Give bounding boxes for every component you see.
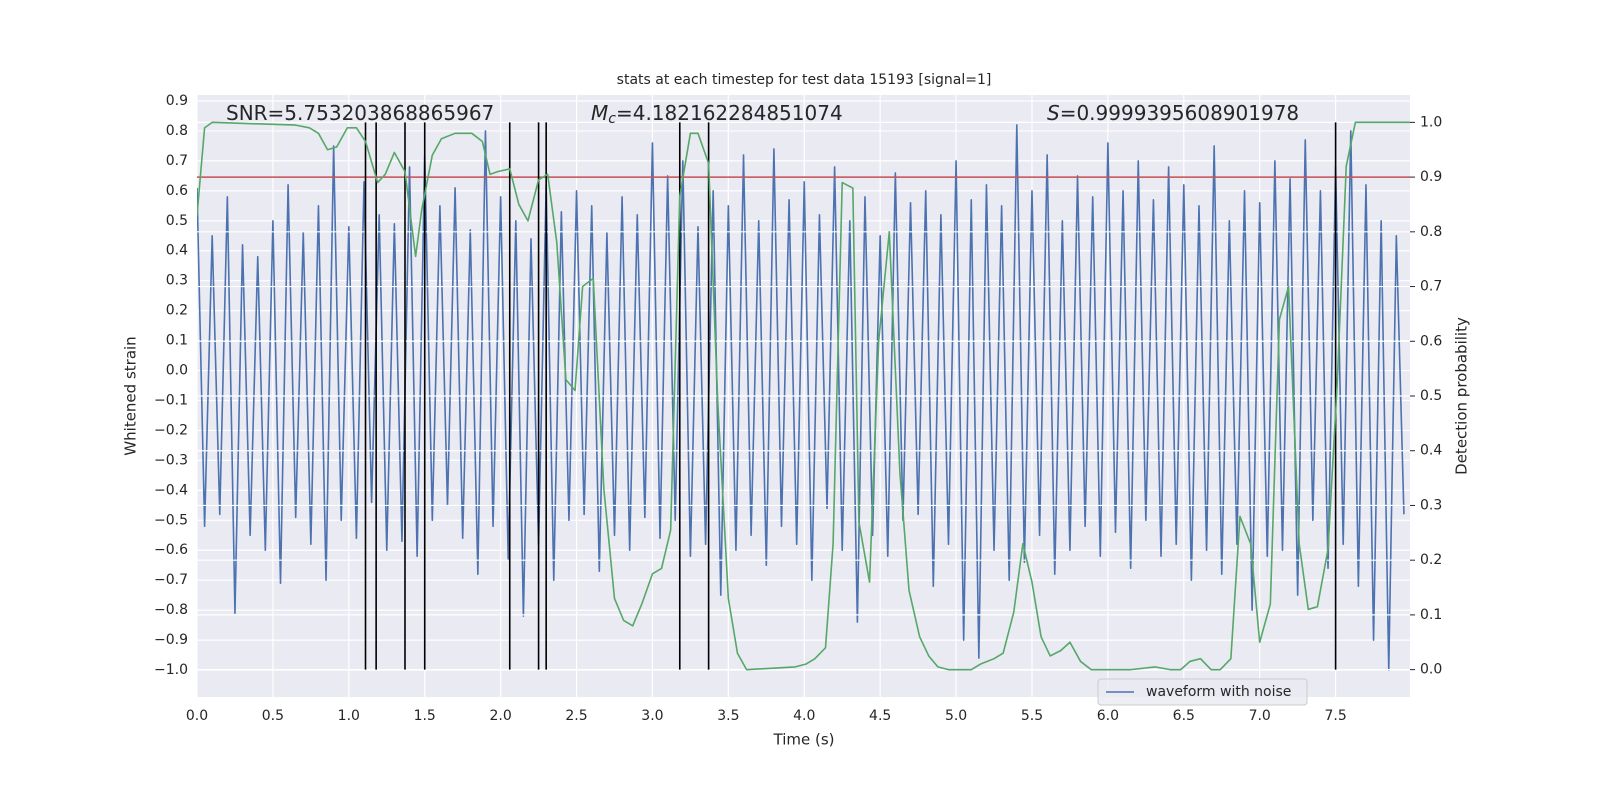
y-tick-label: 0.7 (166, 153, 188, 169)
x-tick-label: 1.5 (414, 708, 436, 724)
x-tick-label: 5.0 (945, 708, 967, 724)
x-tick-label: 2.5 (565, 708, 587, 724)
y-tick-label: 0.4 (166, 243, 188, 259)
annotation-text: =0.9999395608901978 (1060, 101, 1299, 125)
x-tick-label: 0.5 (262, 708, 284, 724)
annotation-symbol: M (591, 101, 608, 125)
y-tick-label: 0.9 (166, 93, 188, 109)
x-tick-label: 4.5 (869, 708, 891, 724)
x-tick-label: 1.0 (338, 708, 360, 724)
y-tick-label: −0.7 (154, 572, 188, 588)
annotation-text: =4.182162284851074 (616, 101, 843, 125)
x-tick-label: 0.0 (186, 708, 208, 724)
y2-tick-label: 0.6 (1420, 333, 1442, 349)
y2-tick-label: 0.0 (1420, 662, 1442, 678)
y-tick-label: −0.8 (154, 602, 188, 618)
y2-tick-label: 0.4 (1420, 443, 1442, 459)
y2-tick-label: 1.0 (1420, 114, 1442, 130)
legend-label: waveform with noise (1146, 684, 1291, 700)
waveform-line (197, 124, 1405, 671)
y-tick-label: 0.5 (166, 213, 188, 229)
y2-tick-label: 0.5 (1420, 388, 1442, 404)
annotation: S=0.9999395608901978 (1047, 101, 1299, 125)
chart-title: stats at each timestep for test data 151… (617, 72, 992, 88)
legend-box (1097, 678, 1308, 706)
y-tick-label: 0.1 (166, 333, 188, 349)
y2-tick-label: 0.9 (1420, 169, 1442, 185)
annotation: SNR=5.753203868865967 (226, 101, 494, 125)
y-tick-label: −0.3 (154, 452, 188, 468)
y2-tick-label: 0.1 (1420, 607, 1442, 623)
y-tick-label: −0.2 (154, 422, 188, 438)
y-tick-label: −0.6 (154, 542, 188, 558)
x-tick-label: 7.0 (1249, 708, 1271, 724)
x-tick-label: 7.5 (1324, 708, 1346, 724)
y-tick-label: 0.8 (166, 123, 188, 139)
y2-tick-label: 0.8 (1420, 224, 1442, 240)
annotation-text: SNR=5.753203868865967 (226, 101, 494, 125)
y-tick-label: −0.9 (154, 632, 188, 648)
y-axis-label: Whitened strain (122, 336, 140, 455)
probability-line (197, 121, 1410, 671)
y2-tick-label: 0.3 (1420, 497, 1442, 513)
annotation-subscript: c (608, 111, 616, 127)
x-tick-label: 3.0 (641, 708, 663, 724)
x-tick-label: 5.5 (1021, 708, 1043, 724)
y2-tick-label: 0.7 (1420, 279, 1442, 295)
legend: waveform with noise (1097, 678, 1308, 706)
x-tick-label: 2.0 (489, 708, 511, 724)
y-tick-label: −1.0 (154, 662, 188, 678)
y-tick-label: 0.3 (166, 273, 188, 289)
y-tick-label: 0.0 (166, 363, 188, 379)
x-tick-label: 3.5 (717, 708, 739, 724)
x-tick-label: 6.0 (1097, 708, 1119, 724)
y-tick-label: 0.2 (166, 303, 188, 319)
annotation: Mc=4.182162284851074 (591, 101, 843, 128)
x-tick-label: 4.0 (793, 708, 815, 724)
x-tick-label: 6.5 (1173, 708, 1195, 724)
x-axis-label: Time (s) (773, 731, 835, 749)
y-tick-label: −0.4 (154, 482, 188, 498)
y-tick-label: 0.6 (166, 183, 188, 199)
y2-axis-label: Detection probability (1453, 317, 1471, 475)
y-tick-label: −0.5 (154, 512, 188, 528)
annotation-symbol: S (1047, 101, 1060, 125)
y-tick-label: −0.1 (154, 392, 188, 408)
plot-layer (197, 121, 1410, 671)
y2-tick-label: 0.2 (1420, 552, 1442, 568)
